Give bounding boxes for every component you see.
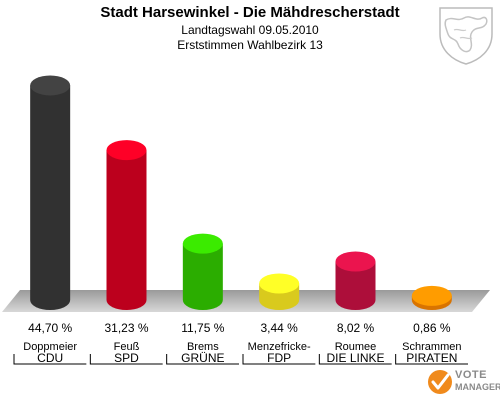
bar-top <box>106 140 147 161</box>
category-bracket <box>13 354 87 365</box>
bar-die-linke <box>335 251 376 310</box>
bar-body <box>30 85 71 310</box>
candidate-label: Menzefricke- <box>248 341 311 353</box>
chart-subtitle-election: Landtagswahl 09.05.2010 <box>181 23 319 37</box>
value-label: 0,86 % <box>413 321 451 335</box>
value-label: 8,02 % <box>337 321 375 335</box>
category-bracket <box>242 354 316 365</box>
votemanager-brand-line2: MANAGER <box>455 382 500 392</box>
value-label: 31,23 % <box>104 321 148 335</box>
bar-top <box>335 251 376 272</box>
bar-cdu <box>30 75 71 310</box>
bar-body <box>106 150 147 310</box>
party-label: SPD <box>114 351 139 365</box>
party-label: PIRATEN <box>406 351 457 365</box>
bar-spd <box>106 140 147 310</box>
value-label: 44,70 % <box>28 321 72 335</box>
candidate-label: Schrammen <box>402 341 461 353</box>
chart-subtitle-district: Erststimmen Wahlbezirk 13 <box>177 38 323 52</box>
value-label: 11,75 % <box>181 321 224 335</box>
coat-of-arms-icon <box>439 7 493 65</box>
candidate-label: Roumee <box>335 341 377 353</box>
candidate-label: Feuß <box>114 341 140 353</box>
candidate-label: Brems <box>187 341 219 353</box>
bar-top <box>30 75 71 96</box>
bar-top <box>259 273 300 294</box>
votemanager-logo-icon <box>428 370 452 394</box>
bar-top <box>411 285 452 306</box>
bar-piraten <box>411 285 452 310</box>
value-label: 3,44 % <box>260 321 298 335</box>
party-label: CDU <box>37 351 63 365</box>
party-label: FDP <box>267 351 291 365</box>
category-bracket <box>166 354 239 365</box>
bar-grüne <box>182 233 223 310</box>
candidate-label: Doppmeier <box>23 341 77 353</box>
category-bracket <box>395 354 468 365</box>
bar-body <box>335 261 376 310</box>
chart-title: Stadt Harsewinkel - Die Mähdrescherstadt <box>100 4 400 21</box>
party-label: GRÜNE <box>181 351 224 365</box>
party-label: DIE LINKE <box>326 351 384 365</box>
category-bracket <box>89 354 163 365</box>
bar-body <box>182 243 223 310</box>
votemanager-brand-line1: VOTE <box>455 369 487 381</box>
bar-fdp <box>259 273 300 310</box>
bar-top <box>182 233 223 254</box>
category-bracket <box>318 354 392 365</box>
